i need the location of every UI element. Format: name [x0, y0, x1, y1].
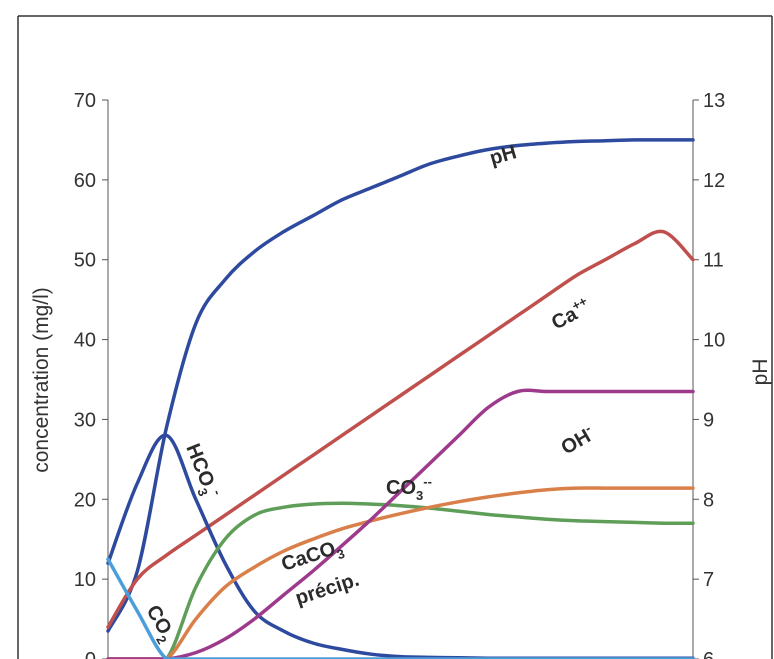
- right-tick-label: 11: [703, 250, 724, 272]
- series-line-ph: [106, 138, 695, 633]
- y-axis-title: concentration (mg/l): [30, 287, 53, 473]
- series-line-co3: [106, 501, 695, 659]
- series-lines: [106, 138, 695, 659]
- series-line-oh: [106, 388, 695, 659]
- label-precip: précip.: [293, 569, 362, 610]
- y2-axis-title: pH: [749, 359, 772, 386]
- series-line-caco3-pr-cip: [106, 486, 695, 659]
- left-tick-label: 60: [74, 170, 96, 192]
- label-ca: Ca++: [547, 293, 595, 334]
- right-tick-label: 13: [703, 90, 725, 112]
- right-axis-ticks: 6 7 8 9 10 11 12 13: [693, 90, 725, 659]
- series-line-ca: [106, 229, 695, 629]
- right-tick-label: 7: [703, 569, 714, 591]
- left-tick-label: 70: [74, 90, 96, 112]
- left-tick-label: 40: [74, 330, 96, 352]
- right-tick-label: 8: [703, 489, 714, 511]
- left-tick-label: 0: [85, 649, 96, 659]
- label-oh: OH-: [556, 421, 598, 460]
- right-tick-label: 6: [703, 649, 714, 659]
- label-co3: CO3--: [386, 474, 432, 503]
- right-tick-label: 10: [703, 330, 725, 352]
- right-tick-label: 12: [703, 170, 725, 192]
- left-tick-label: 50: [74, 250, 96, 272]
- left-tick-label: 30: [74, 409, 96, 431]
- right-tick-label: 9: [703, 409, 714, 431]
- series-line-co2: [106, 557, 695, 659]
- left-tick-label: 10: [74, 569, 96, 591]
- left-tick-label: 20: [74, 489, 96, 511]
- left-axis-ticks: 0 10 20 30 40 50 60 70: [74, 90, 108, 659]
